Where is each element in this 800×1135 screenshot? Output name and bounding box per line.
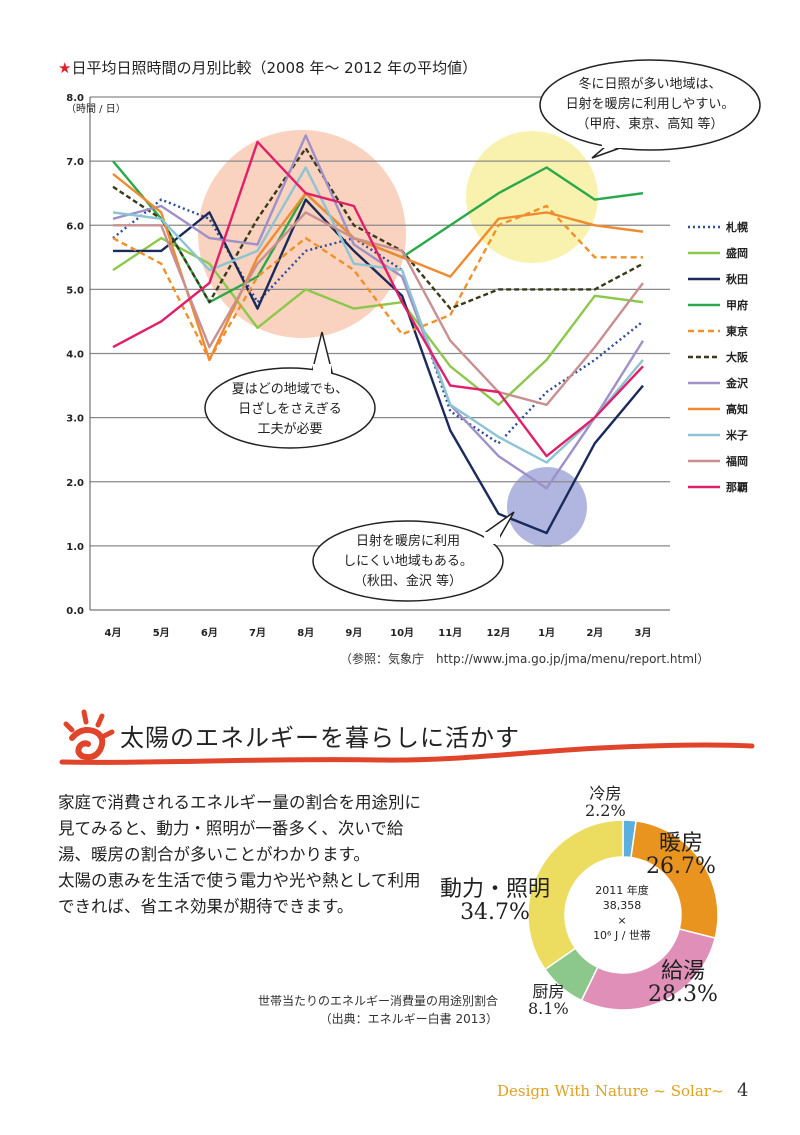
x-tick-label: 4月: [105, 627, 122, 639]
y-tick-label: 8.0: [66, 93, 84, 104]
callout-text: しにくい地域もある。: [343, 554, 473, 569]
callout-text: 工夫が必要: [257, 422, 322, 437]
legend-label: 大阪: [726, 350, 749, 364]
slice-label-cooling: 冷房 2.2%: [585, 784, 626, 820]
slice-value: 2.2%: [585, 800, 626, 820]
callout-text: 冬に日照が多い地域は、: [578, 76, 721, 92]
legend-label: 甲府: [726, 298, 748, 312]
x-tick-label: 12月: [486, 627, 510, 639]
callout-text: 夏はどの地域でも、: [232, 382, 349, 397]
slice-name: 動力・照明: [440, 877, 551, 902]
slice-value: 28.3%: [648, 982, 718, 1008]
sun-icon: [63, 709, 115, 761]
y-tick-label: 5.0: [66, 285, 84, 296]
legend-label: 高知: [726, 402, 748, 416]
section-underline: [59, 742, 755, 765]
center-line: 2011 年度: [595, 884, 649, 897]
caption-line: （出典：エネルギー白書 2013）: [319, 1012, 498, 1026]
series-line-秋田: [113, 198, 644, 535]
legend-label: 札幌: [725, 220, 748, 234]
series-line-福岡: [113, 211, 644, 406]
x-tick-label: 5月: [153, 627, 170, 639]
footer-text: Design With Nature ~ Solar~: [497, 1082, 724, 1100]
sunshine-line-chart: 0.0 1.0 2.0 3.0 4.0 5.0 6.0 7.0 8.0（時間 / 日） 4月 5月 6…: [66, 59, 761, 639]
x-tick-label: 8月: [297, 627, 314, 639]
legend-label: 秋田: [726, 272, 748, 286]
x-tick-label: 1月: [538, 627, 555, 639]
caption-line: 世帯当たりのエネルギー消費量の用途別割合: [257, 994, 498, 1008]
winter-dark-highlight-circle: [507, 467, 587, 547]
summer-callout: 夏はどの地域でも、 日ざしをさえぎる 工夫が必要: [204, 331, 376, 449]
callout-text: 日射を暖房に利用しやすい。: [566, 96, 735, 112]
series-line-那覇: [112, 140, 644, 458]
series-line-盛岡: [112, 236, 644, 406]
y-tick-label: 4.0: [66, 350, 84, 361]
winter-sunny-highlight-circle: [466, 131, 598, 263]
winter-dark-callout: 日射を暖房に利用 しにくい地域もある。 （秋田、金沢 等）: [312, 511, 515, 602]
slice-value: 26.7%: [646, 854, 716, 880]
winter-sunny-callout: 冬に日照が多い地域は、 日射を暖房に利用しやすい。 （甲府、東京、高知 等）: [539, 59, 761, 159]
x-tick-label: 3月: [635, 627, 652, 639]
donut-center-label: 2011 年度 38,358 × 10⁶ J / 世帯: [577, 883, 667, 943]
slice-name: 冷房: [589, 784, 622, 803]
slice-label-hotwater: 給湯 28.3%: [648, 960, 718, 1006]
legend-label: 盛岡: [726, 246, 748, 260]
chart-title: ★日平均日照時間の月別比較（2008 年～ 2012 年の平均値）: [58, 57, 477, 78]
page-number: 4: [737, 1080, 749, 1101]
legend-label: 東京: [726, 324, 748, 338]
x-tick-label: 7月: [249, 627, 266, 639]
x-tick-label: 11月: [438, 627, 462, 639]
body-paragraph: 家庭で消費されるエネルギー量の割合を用途別に見てみると、動力・照明が一番多く、次…: [58, 793, 421, 864]
legend-label: 那覇: [726, 481, 748, 494]
series-line-金沢: [112, 134, 645, 490]
center-line: ×: [617, 914, 627, 927]
source-note: （参照：気象庁 http://www.jma.go.jp/jma/menu/re…: [340, 652, 710, 666]
callout-text: 日ざしをさえぎる: [238, 401, 342, 417]
legend-label: 金沢: [725, 376, 749, 390]
slice-name: 厨房: [532, 982, 565, 1001]
y-tick-label: 0.0: [66, 606, 84, 617]
body-text: 家庭で消費されるエネルギー量の割合を用途別に見てみると、動力・照明が一番多く、次…: [58, 790, 428, 920]
slice-value: 8.1%: [528, 998, 569, 1018]
summer-highlight-circle: [198, 130, 406, 338]
callout-text: 日射を暖房に利用: [356, 533, 460, 549]
donut-caption: 世帯当たりのエネルギー消費量の用途別割合 （出典：エネルギー白書 2013）: [228, 992, 498, 1028]
slice-label-power-lighting: 動力・照明 34.7%: [440, 878, 550, 924]
slice-label-heating: 暖房 26.7%: [646, 832, 716, 878]
legend-label: 米子: [725, 428, 748, 442]
x-tick-label: 9月: [345, 627, 362, 639]
body-paragraph: 太陽の恵みを生活で使う電力や光や熱として利用できれば、省エネ効果が期待できます。: [58, 871, 421, 916]
slice-name: 給湯: [660, 959, 705, 984]
slice-label-kitchen: 厨房 8.1%: [528, 982, 569, 1018]
center-line: 38,358: [602, 899, 642, 912]
chart-title-text: 日平均日照時間の月別比較（2008 年～ 2012 年の平均値）: [71, 59, 478, 77]
y-axis-label: （時間 / 日）: [66, 103, 126, 115]
y-tick-label: 3.0: [66, 414, 84, 425]
legend-label: 福岡: [725, 454, 748, 468]
x-tick-label: 10月: [390, 627, 414, 639]
donut-slice-動力・照明: [527, 819, 624, 971]
y-tick-label: 2.0: [66, 478, 84, 489]
y-tick-label: 6.0: [66, 221, 84, 232]
star-icon: ★: [58, 59, 72, 77]
callout-text: （甲府、東京、高知 等）: [576, 116, 723, 132]
series-line-米子: [112, 166, 644, 464]
callout-text: （秋田、金沢 等）: [354, 573, 462, 589]
center-line: 10⁶ J / 世帯: [593, 929, 651, 942]
slice-value: 34.7%: [460, 900, 530, 926]
y-tick-label: 7.0: [66, 157, 84, 168]
x-tick-label: 6月: [201, 627, 218, 639]
section-title: 太陽のエネルギーを暮らしに活かす: [120, 724, 520, 752]
x-tick-label: 2月: [586, 627, 603, 639]
series-line-高知: [112, 172, 644, 362]
slice-name: 暖房: [658, 831, 703, 856]
y-tick-label: 1.0: [66, 542, 84, 553]
